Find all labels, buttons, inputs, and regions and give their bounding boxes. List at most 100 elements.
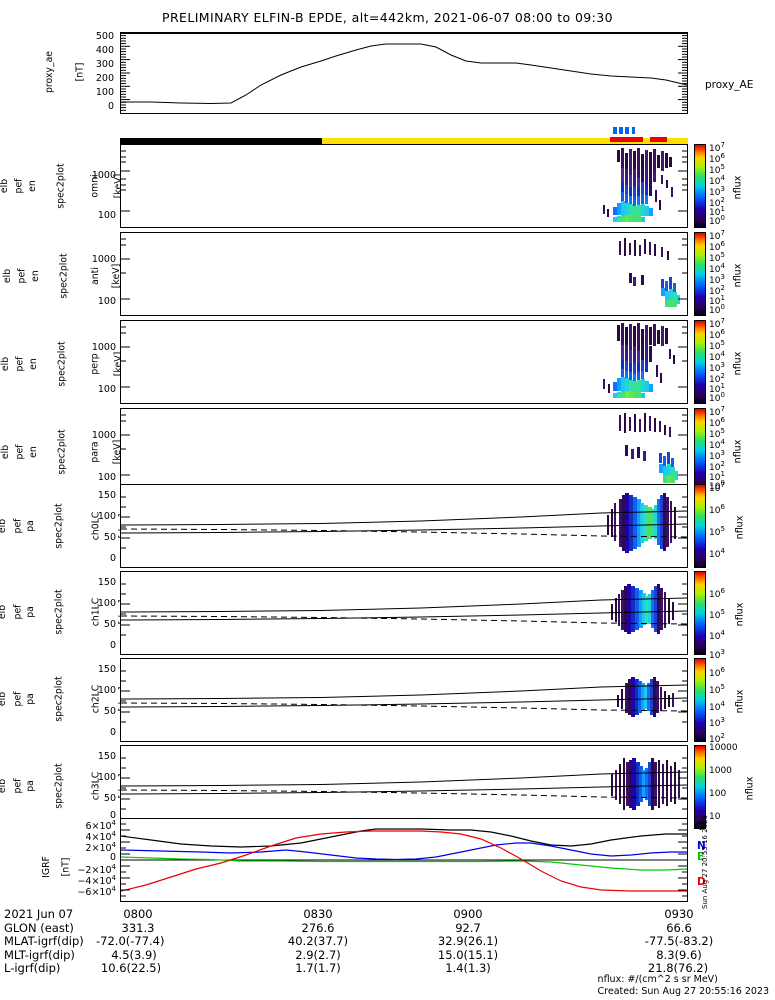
pa-ch0lc-ytick-50: 50 bbox=[103, 532, 116, 543]
energy-para-spectrogram bbox=[121, 413, 687, 483]
energy-panel-omni bbox=[120, 144, 688, 228]
ylabel-line: pa bbox=[25, 520, 37, 532]
igrf-ytick-neg2e4: −2×104 bbox=[77, 863, 116, 877]
status-markers-red bbox=[120, 127, 688, 142]
axis-value: 0930 bbox=[664, 907, 694, 921]
ylabel-line: elb bbox=[0, 518, 9, 534]
ylabel-line: spec2plot bbox=[55, 163, 67, 209]
energy-panel-para bbox=[120, 408, 688, 492]
axis-value: 4.5(3.9) bbox=[111, 947, 157, 962]
ylabel-line: pa bbox=[25, 693, 37, 705]
pa-ch0lc-ytick-100: 100 bbox=[97, 511, 116, 522]
cbtick-ch2lc-1e4: 104 bbox=[709, 700, 725, 713]
cbtick-perp-1e3: 103 bbox=[709, 361, 725, 374]
pa-ch2lc-ytick-50: 50 bbox=[103, 706, 116, 717]
energy-panel-anti bbox=[120, 232, 688, 316]
axis-row-label: MLAT-igrf(dip) bbox=[4, 934, 84, 949]
ylabel-line: anti bbox=[89, 267, 101, 285]
ylabel-line: en bbox=[27, 180, 39, 192]
colorbar-pa-ch1lc bbox=[694, 571, 706, 655]
axis-row-label: 2021 Jun 07 bbox=[4, 907, 74, 921]
proxy-ae-ylabel-line1: proxy_ae bbox=[43, 51, 55, 93]
igrf-ytick-neg4e4: −4×104 bbox=[77, 874, 116, 888]
cbtick-ch3lc-1000: 1000 bbox=[709, 766, 732, 776]
igrf-ytick-neg6e4: −6×104 bbox=[77, 885, 116, 899]
status-segment-yellow bbox=[322, 138, 688, 148]
igrf-ytick-6e4: 6×104 bbox=[85, 819, 116, 833]
axis-row-label: GLON (east) bbox=[4, 920, 74, 935]
energy-perp-ytick-1000: 1000 bbox=[91, 342, 116, 353]
cbtick-perp-1e7: 107 bbox=[709, 317, 725, 330]
axis-value: 0830 bbox=[303, 907, 333, 921]
proxy-ytick-200: 200 bbox=[95, 73, 114, 84]
cbtick-perp-1e6: 106 bbox=[709, 328, 725, 341]
igrf-ytick-0: 0 bbox=[109, 852, 116, 863]
ylabel-line: pef bbox=[11, 778, 23, 794]
pa-panel-ch3lc bbox=[120, 745, 688, 829]
energy-omni-ytick-1000: 1000 bbox=[91, 170, 116, 181]
cbtick-perp-1e2: 102 bbox=[709, 372, 725, 385]
cbtick-para-1e7: 107 bbox=[709, 405, 725, 418]
ylabel-line: perp bbox=[89, 353, 101, 375]
pa-ch1lc-ytick-150: 150 bbox=[97, 577, 116, 588]
loss-cone-line bbox=[121, 510, 687, 526]
axis-value: 40.2(37.7) bbox=[287, 934, 349, 949]
cbtick-ch2lc-1e6: 106 bbox=[709, 666, 725, 679]
ylabel-line: elb bbox=[0, 604, 9, 620]
cbtick-ch2lc-1e5: 105 bbox=[709, 683, 725, 696]
ylabel-line: en bbox=[29, 270, 41, 282]
cbtick-perp-1e1: 101 bbox=[709, 382, 725, 395]
pa-panel-ch2lc bbox=[120, 658, 688, 742]
energy-perp-ytick-100: 100 bbox=[97, 384, 116, 395]
igrf-ytick-2e4: 2×104 bbox=[85, 841, 116, 855]
axis-value: -72.0(-77.4) bbox=[96, 934, 165, 949]
colorbar-gradient bbox=[695, 746, 705, 828]
ylabel-line: spec2plot bbox=[53, 589, 65, 635]
colorbar-gradient bbox=[695, 659, 705, 741]
colorbar-pa-ch0lc bbox=[694, 484, 706, 568]
igrf-legend-E: E bbox=[697, 851, 705, 863]
proxy-ytick-0: 0 bbox=[107, 101, 114, 112]
ylabel-line: elb bbox=[0, 778, 9, 794]
cbtick-ch3lc-10000: 10000 bbox=[709, 743, 738, 753]
cbtick-anti-1e6: 106 bbox=[709, 240, 725, 253]
cbtick-ch0lc-1e5: 105 bbox=[709, 525, 725, 538]
energy-anti-ytick-100: 100 bbox=[97, 296, 116, 307]
pa-ch2lc-ytick-100: 100 bbox=[97, 685, 116, 696]
ylabel-line: spec2plot bbox=[56, 341, 68, 387]
cbtick-perp-1e4: 104 bbox=[709, 350, 725, 363]
cbtick-anti-1e5: 105 bbox=[709, 251, 725, 264]
ylabel-line: pef bbox=[11, 518, 23, 534]
loss-cone-line-2 bbox=[121, 523, 687, 534]
cbtick-ch0lc-1e4: 104 bbox=[709, 547, 725, 560]
pa-ch3lc-ytick-0: 0 bbox=[109, 810, 116, 821]
ylabel-line: IGRF bbox=[40, 856, 52, 878]
axis-value: 32.9(26.1) bbox=[437, 934, 499, 949]
ylabel-line: spec2plot bbox=[56, 429, 68, 475]
cbtick-ch0lc-1e6: 106 bbox=[709, 503, 725, 516]
page-title: PRELIMINARY ELFIN-B EPDE, alt=442km, 202… bbox=[162, 10, 613, 25]
axis-value: 1.4(1.3) bbox=[445, 961, 491, 976]
ylabel-line: en bbox=[28, 446, 40, 458]
cbtick-ch2lc-1e2: 102 bbox=[709, 732, 725, 745]
pa-ch3lc-ytick-100: 100 bbox=[97, 772, 116, 783]
cbtick-ch1lc-1e3: 103 bbox=[709, 648, 725, 661]
cbtick-ch1lc-1e4: 104 bbox=[709, 629, 725, 642]
energy-panel-perp bbox=[120, 320, 688, 404]
spectrogram-cells bbox=[603, 323, 675, 398]
colorbar-energy-omni bbox=[694, 144, 706, 228]
ylabel-line: spec2plot bbox=[58, 253, 70, 299]
cbtick-omni-1e7: 107 bbox=[709, 141, 725, 154]
axis-value: -77.5(-83.2) bbox=[644, 934, 714, 949]
igrf-legend-N: N bbox=[697, 840, 706, 852]
ylabel-line: pa bbox=[25, 780, 37, 792]
axis-value: 15.0(15.1) bbox=[437, 947, 499, 962]
energy-anti-ytick-1000: 1000 bbox=[91, 254, 116, 265]
igrf-curve-T bbox=[121, 828, 687, 848]
footer-notes: nflux: #/(cm^2 s sr MeV) Created: Sun Au… bbox=[598, 974, 769, 997]
proxy-ytick-100: 100 bbox=[95, 87, 114, 98]
axis-value: 0900 bbox=[453, 907, 483, 921]
pa-ch2lc-ytick-150: 150 bbox=[97, 664, 116, 675]
spectrogram-cells bbox=[617, 677, 674, 717]
pa-ch2lc-spectrogram bbox=[121, 670, 687, 723]
